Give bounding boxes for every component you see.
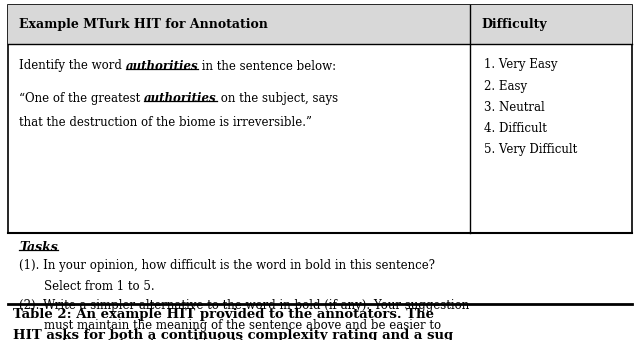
- Text: understand than the word in bold.: understand than the word in bold.: [44, 339, 247, 340]
- Text: that the destruction of the biome is irreversible.”: that the destruction of the biome is irr…: [19, 116, 312, 129]
- Text: must maintain the meaning of the sentence above and be easier to: must maintain the meaning of the sentenc…: [44, 319, 441, 332]
- Text: in the sentence below:: in the sentence below:: [198, 59, 337, 72]
- Text: on the subject, says: on the subject, says: [217, 92, 338, 105]
- Text: 3. Neutral: 3. Neutral: [484, 101, 545, 114]
- Text: “One of the greatest: “One of the greatest: [19, 92, 144, 105]
- Text: Select from 1 to 5.: Select from 1 to 5.: [44, 280, 154, 293]
- Text: authorities: authorities: [144, 92, 217, 105]
- Text: Tasks: Tasks: [19, 241, 58, 254]
- Text: Table 2: An example HIT provided to the annotators. The: Table 2: An example HIT provided to the …: [13, 308, 434, 321]
- Text: (2). Write a simpler alternative to the word in bold (if any). Your suggestion: (2). Write a simpler alternative to the …: [19, 299, 470, 312]
- Text: 4. Difficult: 4. Difficult: [484, 122, 547, 135]
- Text: 1. Very Easy: 1. Very Easy: [484, 58, 558, 71]
- Bar: [8, 5, 632, 44]
- Bar: [8, 5, 632, 233]
- Text: authorities: authorities: [126, 59, 198, 72]
- Text: (1). In your opinion, how difficult is the word in bold in this sentence?: (1). In your opinion, how difficult is t…: [19, 259, 435, 272]
- Text: 5. Very Difficult: 5. Very Difficult: [484, 143, 578, 156]
- Text: Difficulty: Difficulty: [482, 18, 548, 31]
- Text: Identify the word: Identify the word: [19, 59, 126, 72]
- Text: HIT asks for both a continuous complexity rating and a sug: HIT asks for both a continuous complexit…: [13, 329, 453, 340]
- Text: 2. Easy: 2. Easy: [484, 80, 527, 92]
- Text: Example MTurk HIT for Annotation: Example MTurk HIT for Annotation: [19, 18, 268, 31]
